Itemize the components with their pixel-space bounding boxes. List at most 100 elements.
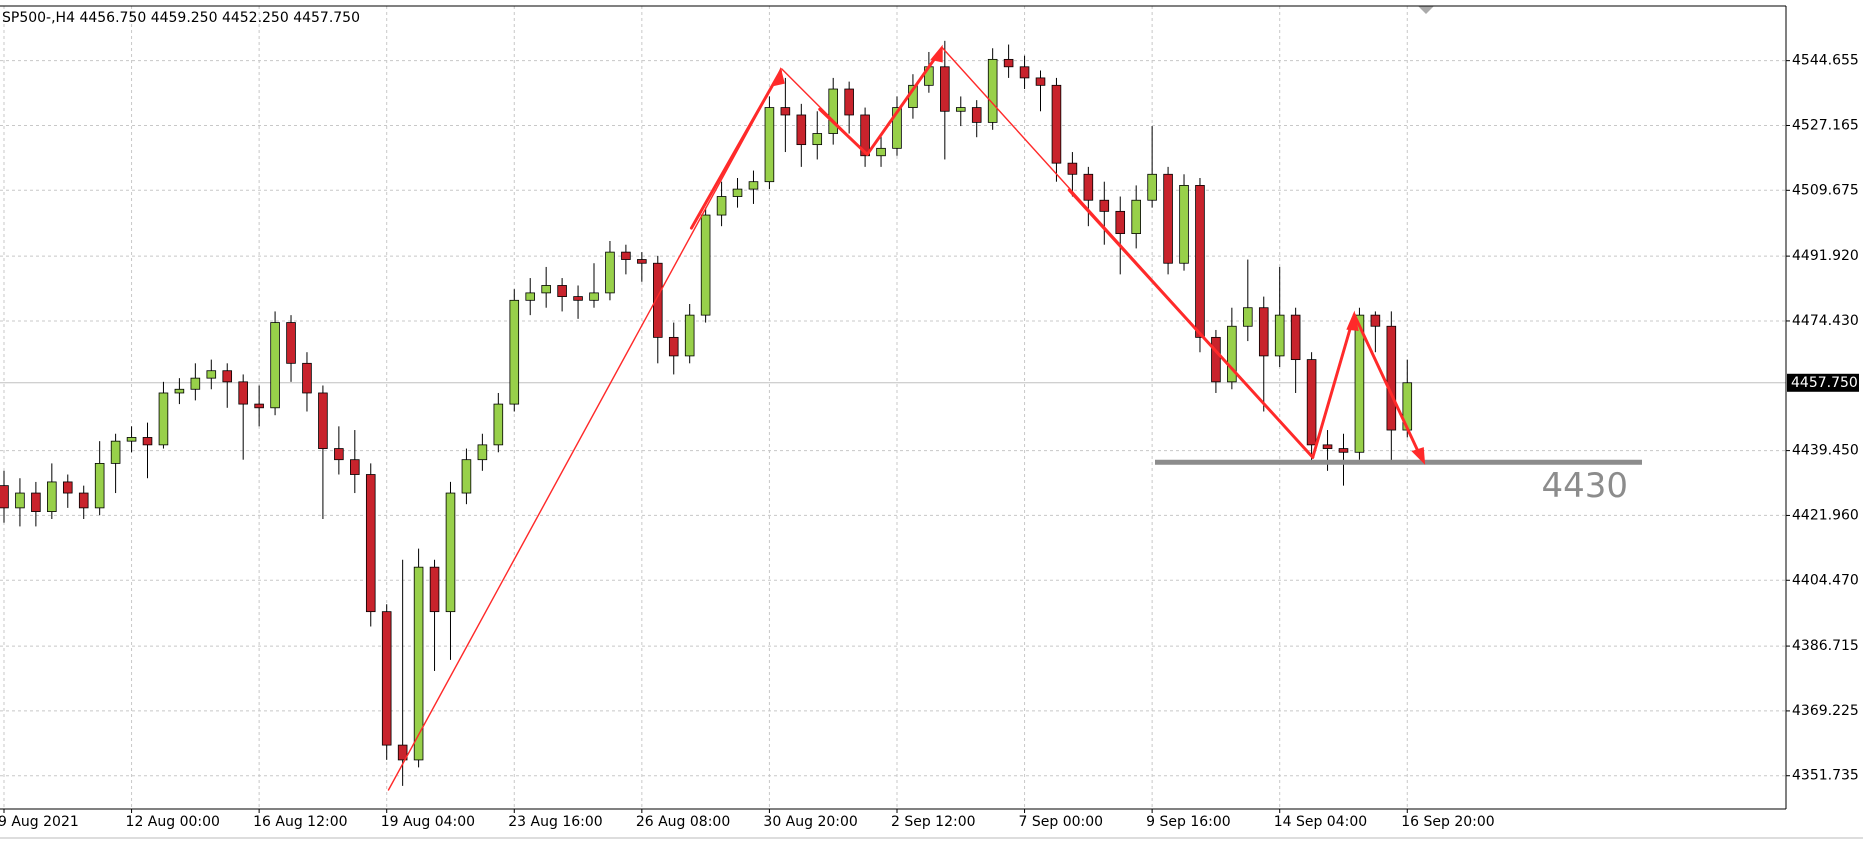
arrow-head [772, 67, 785, 87]
y-tick-label: 4474.430 [1792, 313, 1859, 329]
axis-layer: 4351.735 4369.225 4386.715 4404.470 4421.960… [0, 53, 1859, 830]
candle-body [1338, 448, 1349, 453]
candle-body [206, 370, 217, 379]
candle-body [445, 492, 456, 613]
candle-body [1163, 173, 1173, 264]
x-tick-label: 12 Aug 00:00 [126, 814, 220, 830]
x-tick-label: 2 Sep 12:00 [891, 814, 976, 830]
candle-body [1195, 184, 1205, 338]
last-price-label: 4457.750 [1791, 375, 1858, 391]
y-tick-label: 4369.225 [1792, 703, 1859, 719]
candle-body [1354, 314, 1365, 453]
candle-body [605, 251, 615, 294]
candle-body [637, 259, 647, 264]
candle-body [222, 370, 233, 383]
candle-body [940, 66, 950, 112]
arrow-head [930, 44, 943, 63]
y-tick-label: 4439.450 [1792, 443, 1859, 459]
candle-body [397, 744, 408, 761]
level-label: 4430 [1541, 466, 1628, 506]
y-tick-label: 4527.165 [1792, 117, 1859, 133]
candle-body [110, 440, 121, 464]
x-tick-label: 23 Aug 16:00 [508, 814, 602, 830]
x-tick-label: 7 Sep 00:00 [1019, 814, 1104, 830]
candle-body [126, 437, 137, 442]
candle-body [812, 133, 823, 146]
candle-body [1115, 210, 1126, 234]
candle-body [142, 437, 153, 446]
candle-body [270, 322, 280, 409]
candle-body [971, 107, 982, 123]
candle-body [461, 459, 472, 494]
candle-body [1131, 199, 1141, 234]
candle-body [302, 362, 312, 394]
candle-body [589, 292, 599, 301]
candle-body [190, 377, 201, 390]
x-tick-label: 30 Aug 20:00 [763, 814, 857, 830]
candle-body [413, 566, 424, 761]
trend-arrows [387, 44, 1426, 791]
candle-body [429, 566, 440, 613]
candle-body [365, 474, 376, 613]
candle-body [158, 392, 169, 446]
candle-body [1083, 173, 1094, 201]
candle-body [844, 88, 854, 116]
candle-body [1099, 199, 1110, 212]
candle-body [78, 492, 89, 509]
candle-body [668, 336, 679, 357]
candle-body [557, 285, 567, 297]
candle-body [621, 251, 631, 260]
candle-body [796, 114, 807, 146]
candle-body [254, 403, 264, 409]
candle-layer: 4430 [0, 40, 1642, 786]
candle-body [334, 448, 344, 461]
candle-body [653, 262, 663, 338]
y-tick-label: 4421.960 [1792, 507, 1859, 523]
candle-body [1243, 307, 1253, 327]
candle-body [828, 88, 838, 134]
chart-title: SP500-,H4 4456.750 4459.250 4452.250 445… [2, 10, 360, 26]
x-tick-label: 16 Aug 12:00 [253, 814, 347, 830]
trend-line [1067, 188, 1315, 459]
trend-line [689, 69, 783, 230]
x-tick-label: 19 Aug 04:00 [381, 814, 475, 830]
y-tick-label: 4386.715 [1792, 638, 1859, 654]
candle-body [0, 485, 9, 509]
x-tick-label: 26 Aug 08:00 [636, 814, 730, 830]
candle-body [509, 299, 520, 405]
y-tick-label: 4351.735 [1792, 768, 1859, 784]
period-marker [1418, 6, 1434, 14]
candle-body [987, 58, 998, 123]
candle-body [238, 381, 248, 405]
candle-body [732, 188, 743, 197]
candle-body [1306, 359, 1317, 446]
candle-body [62, 481, 73, 494]
candle-body [1386, 325, 1397, 431]
y-tick-label: 4491.920 [1792, 248, 1859, 264]
candle-body [286, 322, 296, 364]
candle-body [764, 107, 775, 183]
candle-body [955, 107, 966, 112]
candle-body [1147, 173, 1157, 201]
candle-body [381, 611, 392, 746]
candle-body [892, 107, 902, 149]
candle-body [1227, 325, 1237, 383]
candle-body [1019, 66, 1030, 79]
y-tick-label: 4509.675 [1792, 182, 1859, 198]
candle-body [876, 147, 886, 157]
candle-body [700, 214, 711, 316]
y-tick-label: 4544.655 [1792, 53, 1859, 69]
candle-body [541, 285, 551, 294]
candle-body [350, 459, 360, 475]
candle-body [684, 314, 695, 357]
candle-body [1003, 58, 1014, 68]
candle-body [94, 462, 105, 509]
candle-body [1035, 77, 1046, 86]
last-price-box [1787, 373, 1859, 392]
arrow-head [1411, 447, 1426, 465]
candle-body [477, 444, 488, 461]
candle-body [318, 392, 328, 449]
